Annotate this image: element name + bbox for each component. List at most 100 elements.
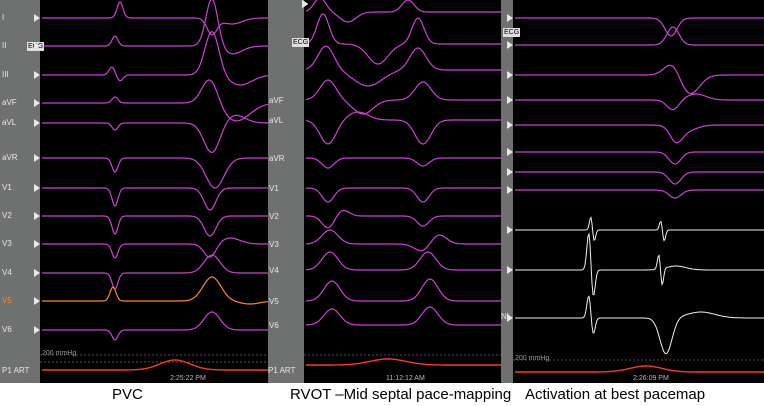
pressure-label: P1 ART xyxy=(268,366,296,375)
trace-v6 xyxy=(306,306,501,326)
lead-label-avr: aVR xyxy=(269,154,285,163)
trace-v4 xyxy=(42,254,268,290)
trace-v1 xyxy=(42,187,268,211)
trace-surface-lead xyxy=(515,93,764,111)
lead-label-avl: aVL xyxy=(2,118,17,127)
caption-pace-mapping: RVOT –Mid septal pace-mapping xyxy=(290,386,512,403)
trace-surface-lead xyxy=(515,124,764,144)
baseline-marker-icon xyxy=(34,297,40,305)
lead-label-v1: V1 xyxy=(269,184,279,193)
pressure-scale: 200 mmHg xyxy=(515,355,550,362)
trace-v2 xyxy=(42,215,268,237)
lead-label-ii: II xyxy=(2,41,7,50)
gain-badge: ECG xyxy=(503,28,521,37)
lead-label-v6: V6 xyxy=(269,321,279,330)
ecg-panel-pvc: ECG 200 mmHg P1 ART 2:25:22 PM I II III aVF… xyxy=(0,0,268,383)
lead-label-v1: V1 xyxy=(2,183,12,192)
trace-avf xyxy=(42,79,268,122)
ecg-traces-activation xyxy=(513,17,764,373)
lead-label-v6: V6 xyxy=(2,325,12,334)
baseline-marker-icon xyxy=(34,99,40,107)
ecg-panel-pace-mapping: ECG P1 ART 11:12:12 AM aVF aVL aVR V1 V2 V3 V4… xyxy=(268,0,501,383)
trace-surface-lead xyxy=(515,171,764,185)
pressure-trace xyxy=(515,365,764,373)
lead-label-v5: V5 xyxy=(2,296,12,305)
baseline-marker-icon xyxy=(34,42,40,50)
trace-unlabeled xyxy=(305,45,501,87)
caption-activation: Activation at best pacemap xyxy=(525,386,706,403)
trace-ii xyxy=(42,0,268,55)
trace-v3 xyxy=(306,229,501,252)
baseline-marker-icon xyxy=(302,0,308,8)
baseline-marker-icon xyxy=(34,269,40,277)
timestamp: 11:12:12 AM xyxy=(386,375,425,382)
lead-label-v3: V3 xyxy=(269,240,279,249)
trace-v5 xyxy=(305,278,501,302)
trace-surface-lead xyxy=(515,17,764,37)
baseline-marker-icon xyxy=(507,266,513,274)
baseline-marker-icon xyxy=(34,14,40,22)
lead-label-iii: III xyxy=(2,70,9,79)
trace-avf xyxy=(305,79,501,115)
lead-label-v4: V4 xyxy=(269,266,279,275)
trace-i xyxy=(42,1,268,36)
ecg-panel-activation: ECG NI 200 mmHg 2:26:09 PM xyxy=(501,0,764,383)
intracardiac-trace xyxy=(515,216,764,242)
baseline-marker-icon xyxy=(34,154,40,162)
ecg-traces-pvc xyxy=(40,0,268,371)
lead-label-avf: aVF xyxy=(269,96,284,105)
baseline-marker-icon xyxy=(507,121,513,129)
caption-pvc: PVC xyxy=(112,386,143,403)
intracardiac-trace xyxy=(515,295,764,355)
pressure-scale: 200 mmHg xyxy=(42,350,77,357)
trace-avl xyxy=(42,114,268,154)
trace-unlabeled xyxy=(305,0,501,23)
baseline-marker-icon xyxy=(507,186,513,194)
baseline-marker-icon xyxy=(34,212,40,220)
trace-surface-lead xyxy=(515,189,764,199)
lead-label-v4: V4 xyxy=(2,268,12,277)
baseline-marker-icon xyxy=(507,41,513,49)
trace-surface-lead xyxy=(515,151,764,165)
lead-label-ni: NI xyxy=(501,312,509,321)
intracardiac-trace xyxy=(515,232,764,296)
baseline-marker-icon xyxy=(34,326,40,334)
timestamp: 2:25:22 PM xyxy=(170,375,206,382)
baseline-marker-icon xyxy=(507,71,513,79)
lead-label-strip xyxy=(0,0,40,383)
trace-unlabeled xyxy=(305,13,501,65)
baseline-marker-icon xyxy=(507,314,513,322)
lead-label-avl: aVL xyxy=(269,116,284,125)
baseline-marker-icon xyxy=(34,184,40,192)
lead-label-v3: V3 xyxy=(2,239,12,248)
pressure-trace xyxy=(306,358,501,366)
lead-label-avr: aVR xyxy=(2,153,18,162)
lead-label-strip xyxy=(268,0,304,383)
trace-avr xyxy=(42,157,268,189)
baseline-marker-icon xyxy=(507,148,513,156)
lead-label-avf: aVF xyxy=(2,98,17,107)
trace-surface-lead xyxy=(515,64,764,95)
trace-avl xyxy=(305,111,501,145)
lead-label-v2: V2 xyxy=(2,211,12,220)
trace-v4 xyxy=(305,251,501,271)
baseline-marker-icon xyxy=(34,119,40,127)
baseline-marker-icon xyxy=(34,240,40,248)
baseline-marker-icon xyxy=(507,168,513,176)
trace-v5 xyxy=(42,276,268,305)
lead-label-v5: V5 xyxy=(269,297,279,306)
baseline-marker-icon xyxy=(507,14,513,22)
lead-label-v2: V2 xyxy=(269,212,279,221)
gain-badge: ECG xyxy=(292,38,310,47)
trace-surface-lead xyxy=(515,26,764,46)
trace-v2 xyxy=(306,209,501,229)
baseline-marker-icon xyxy=(34,71,40,79)
baseline-marker-icon xyxy=(507,96,513,104)
trace-v1 xyxy=(306,187,501,203)
baseline-marker-icon xyxy=(507,226,513,234)
pressure-trace xyxy=(42,359,268,371)
trace-avr xyxy=(306,157,501,169)
trace-v3 xyxy=(42,237,268,259)
lead-label-i: I xyxy=(2,13,5,22)
trace-iii xyxy=(42,31,268,86)
